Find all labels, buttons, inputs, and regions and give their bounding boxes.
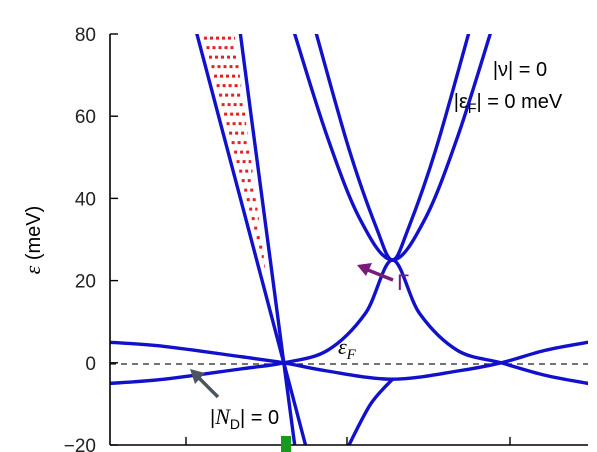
gamma-label: Γ [397,270,409,295]
band-line [314,34,471,262]
nd-symbol: N [214,404,231,429]
nd-label: |ND| = 0 [210,404,279,432]
nd-bar: | [210,407,215,429]
band-line [238,34,297,445]
band-line [110,340,588,381]
nd-arrow-shaft [196,375,220,399]
y-axis-unit: (meV) [23,206,45,260]
band-line [347,377,395,445]
y-tick-label: 0 [85,354,96,375]
y-tick-group: 80 60 40 20 0 −20 [64,25,118,452]
y-axis-symbol: ε [20,265,45,274]
y-tick-label: 60 [75,107,96,128]
fermi-symbol: ε [338,334,347,359]
nd-sub: D [230,416,240,432]
y-tick-label: 40 [75,189,96,210]
y-tick-label: 20 [75,272,96,293]
y-tick-label: −20 [64,436,96,452]
fermi-energy-label: |εF| = 0 meV [454,91,563,116]
nd-value: | = 0 [240,407,279,429]
green-marker [281,436,291,452]
gamma-arrow-shaft [367,268,394,282]
fermi-symbol-label: εF [338,334,357,363]
y-axis-label: ε (meV) [20,206,45,275]
band-line [195,34,308,445]
band-line [110,258,588,386]
gamma-arrow-head [357,263,372,276]
ef-value: | = 0 meV [476,91,562,113]
nu-label: |ν| = 0 [493,59,547,81]
filled-states-region [204,36,265,268]
ef-sub: F [468,100,477,116]
nd-arrow-head [190,369,205,384]
fermi-symbol-sub: F [346,347,357,363]
x-tick-marks [185,437,511,445]
band-curves [110,34,588,445]
ef-open: |ε [454,91,468,113]
y-tick-label: 80 [75,25,96,46]
